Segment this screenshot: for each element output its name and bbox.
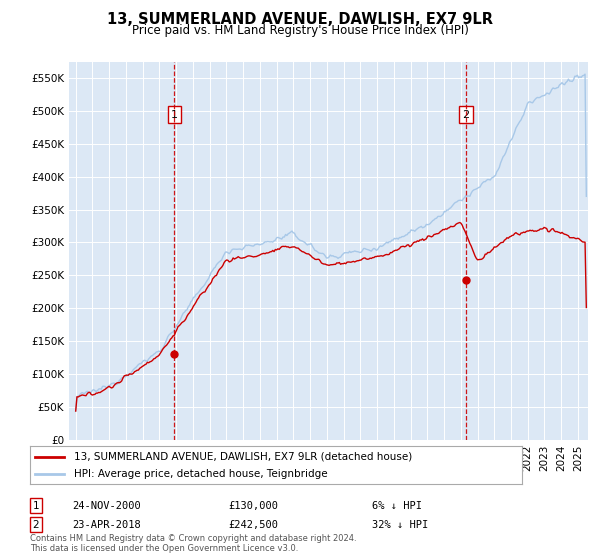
Text: 2: 2 <box>462 110 469 119</box>
Text: Price paid vs. HM Land Registry's House Price Index (HPI): Price paid vs. HM Land Registry's House … <box>131 24 469 37</box>
Text: 6% ↓ HPI: 6% ↓ HPI <box>372 501 422 511</box>
Text: £130,000: £130,000 <box>228 501 278 511</box>
Text: HPI: Average price, detached house, Teignbridge: HPI: Average price, detached house, Teig… <box>74 469 328 479</box>
Text: 1: 1 <box>171 110 178 119</box>
Text: 13, SUMMERLAND AVENUE, DAWLISH, EX7 9LR: 13, SUMMERLAND AVENUE, DAWLISH, EX7 9LR <box>107 12 493 27</box>
Text: 2: 2 <box>32 520 40 530</box>
Text: £242,500: £242,500 <box>228 520 278 530</box>
Text: 13, SUMMERLAND AVENUE, DAWLISH, EX7 9LR (detached house): 13, SUMMERLAND AVENUE, DAWLISH, EX7 9LR … <box>74 452 413 462</box>
Text: 24-NOV-2000: 24-NOV-2000 <box>72 501 141 511</box>
Text: 1: 1 <box>32 501 40 511</box>
Text: 23-APR-2018: 23-APR-2018 <box>72 520 141 530</box>
Text: 32% ↓ HPI: 32% ↓ HPI <box>372 520 428 530</box>
Text: Contains HM Land Registry data © Crown copyright and database right 2024.
This d: Contains HM Land Registry data © Crown c… <box>30 534 356 553</box>
